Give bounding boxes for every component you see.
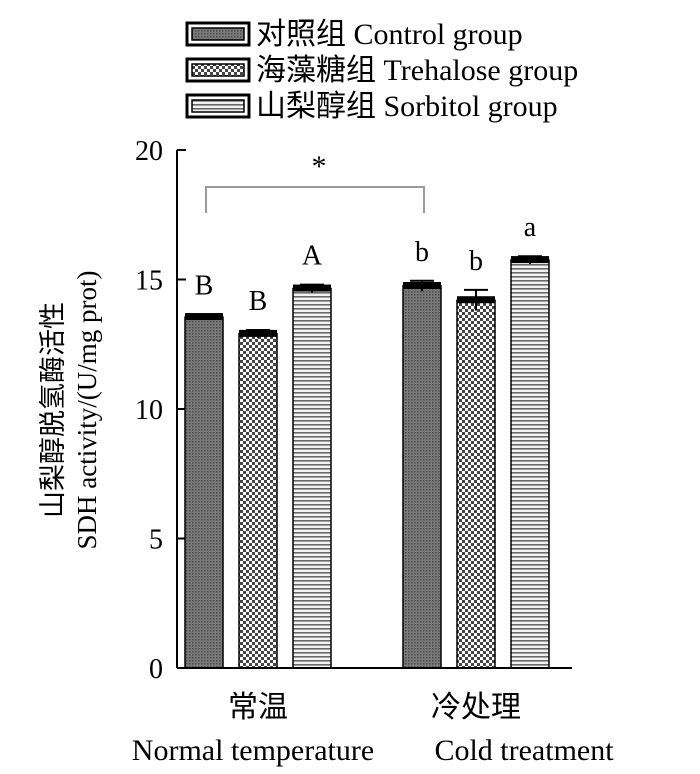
legend-label: 山梨醇组 Sorbitol group — [256, 90, 558, 123]
y-tick-label: 10 — [135, 395, 163, 426]
significance-letter: b — [415, 237, 429, 268]
bar — [238, 333, 278, 669]
x-category-label-en: Cold treatment — [434, 734, 614, 767]
significance-star: * — [312, 150, 327, 183]
significance-letter: b — [469, 246, 483, 277]
y-tick-label: 0 — [149, 654, 163, 685]
legend-label: 海藻糖组 Trehalose group — [256, 54, 578, 87]
y-tick-label: 15 — [135, 266, 163, 297]
x-axis: 常温 冷处理 Normal temperature Cold treatment — [132, 667, 614, 767]
significance-letter: B — [195, 270, 214, 301]
significance-letter: B — [249, 286, 268, 317]
y-axis: 0 5 10 15 20 — [135, 136, 186, 685]
bars: B B A b b a — [184, 212, 550, 669]
x-category-label-cn: 常温 — [228, 691, 288, 724]
legend-swatch — [191, 63, 245, 77]
bar — [292, 287, 332, 669]
legend-swatch — [191, 99, 245, 113]
legend-label: 对照组 Control group — [256, 18, 523, 51]
legend-swatch — [191, 27, 245, 41]
y-axis-label-en: SDH activity/(U/mg prot) — [72, 271, 102, 550]
bar — [184, 316, 224, 669]
significance-letter: A — [302, 241, 323, 272]
bar — [510, 259, 550, 669]
bar — [456, 299, 496, 669]
bracket-line — [205, 186, 425, 213]
y-axis-label-cn: 山梨醇脱氢酶活性 — [38, 302, 68, 518]
bar — [402, 285, 442, 669]
significance-bracket: * — [205, 150, 425, 213]
x-category-label-cn: 冷处理 — [431, 691, 521, 724]
x-category-label-en: Normal temperature — [132, 734, 374, 767]
y-tick-label: 20 — [135, 136, 163, 167]
significance-letter: a — [524, 212, 537, 243]
y-tick-label: 5 — [149, 525, 163, 556]
